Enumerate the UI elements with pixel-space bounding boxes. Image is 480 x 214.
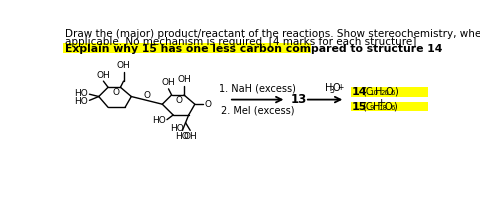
Text: OH: OH [183, 132, 197, 141]
Text: HO: HO [170, 124, 184, 133]
Text: (C: (C [362, 87, 373, 97]
Text: +: + [337, 83, 344, 92]
Text: 6: 6 [390, 105, 395, 111]
Text: H: H [325, 83, 333, 94]
Text: HO: HO [74, 97, 88, 106]
Bar [350, 87, 428, 97]
Text: 1. NaH (excess): 1. NaH (excess) [219, 83, 296, 94]
Text: O: O [333, 83, 340, 94]
Text: 20: 20 [380, 91, 389, 97]
Text: 10: 10 [369, 91, 378, 97]
Text: OH: OH [117, 61, 131, 70]
Text: 2. Mel (excess): 2. Mel (excess) [221, 106, 294, 116]
Text: H: H [375, 87, 382, 97]
Text: ): ) [394, 87, 398, 97]
Text: 9: 9 [369, 105, 374, 111]
Text: 6: 6 [391, 91, 396, 97]
Text: Draw the (major) product/reactant of the reactions. Show stereochemistry, where: Draw the (major) product/reactant of the… [65, 29, 480, 39]
Text: OH: OH [96, 71, 110, 80]
Text: O: O [205, 100, 212, 109]
Text: O: O [144, 91, 150, 100]
Text: O: O [176, 96, 183, 105]
Text: HO: HO [176, 132, 189, 141]
Text: O: O [112, 88, 120, 97]
Text: Explain why 15 has one less carbon compared to structure 14: Explain why 15 has one less carbon compa… [65, 44, 442, 54]
Text: 3: 3 [330, 86, 335, 95]
Text: OH: OH [177, 75, 191, 84]
Text: O: O [385, 87, 393, 97]
Text: 18: 18 [379, 105, 387, 111]
Bar [63, 43, 311, 54]
Text: +: + [377, 98, 386, 108]
Text: 13: 13 [291, 93, 307, 106]
Text: (C: (C [362, 101, 373, 111]
Text: H: H [373, 101, 381, 111]
Text: OH: OH [162, 78, 175, 87]
Text: 15: 15 [352, 101, 368, 111]
Text: ): ) [393, 101, 397, 111]
Text: O: O [385, 101, 392, 111]
Text: 14: 14 [352, 87, 368, 97]
Bar [350, 102, 428, 111]
Text: HO: HO [152, 116, 166, 125]
Text: HO: HO [74, 89, 88, 98]
Text: applicable. No mechanism is required. [4 marks for each structure]: applicable. No mechanism is required. [4… [65, 37, 416, 47]
